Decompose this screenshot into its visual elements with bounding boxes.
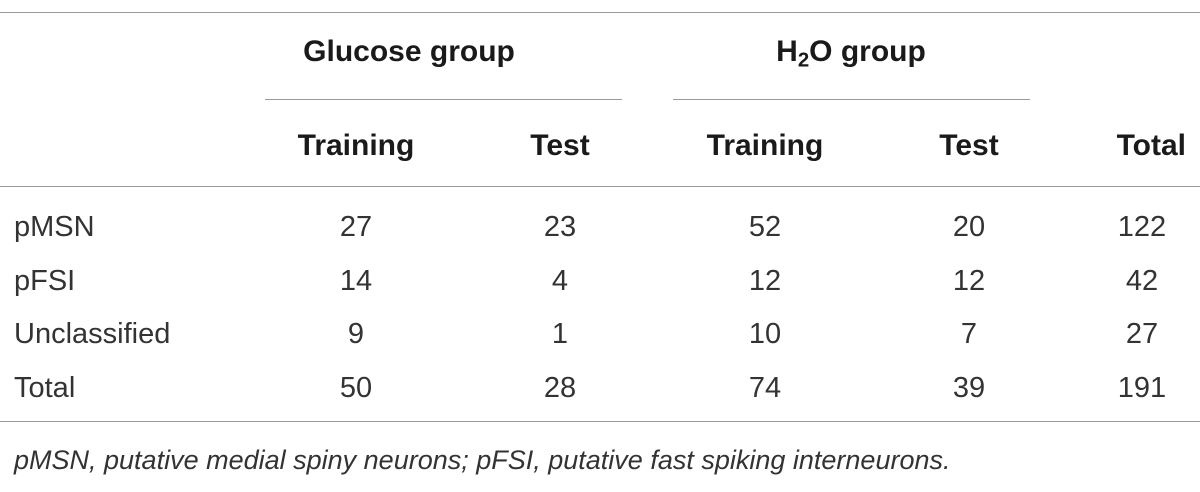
table-cell: 27 [1125,318,1159,350]
table-cell: 27 [339,211,373,243]
table-cell: 20 [952,211,986,243]
col-header-h2o-training: Training [706,129,824,162]
glucose-group-underline [265,99,622,100]
row-label-pmsn: pMSN [14,211,95,243]
table-cell: 42 [1125,265,1159,297]
table-cell: 23 [543,211,577,243]
table-bottom-rule [0,421,1200,422]
table-cell: 122 [1117,211,1167,243]
col-header-glucose-training: Training [297,129,415,162]
header-bottom-rule [0,186,1200,187]
col-header-glucose-test: Test [530,129,590,162]
table-cell: 9 [347,318,365,350]
h2o-suffix: O group [809,35,926,68]
h2o-group-underline [673,99,1030,100]
h2o-subscript: 2 [797,49,810,72]
row-label-unclassified: Unclassified [14,318,171,350]
h2o-prefix: H [776,35,798,68]
table-cell: 28 [543,372,577,404]
table-cell: 52 [748,211,782,243]
table-top-rule [0,12,1200,13]
table-cell: 12 [748,265,782,297]
table-cell: 7 [960,318,978,350]
h2o-group-header: H2O group [776,35,926,71]
table-footnote: pMSN, putative medial spiny neurons; pFS… [14,445,951,475]
row-label-total: Total [14,372,76,404]
table-cell: 1 [551,318,569,350]
table-cell: 14 [339,265,373,297]
table-cell: 10 [748,318,782,350]
table-cell: 4 [551,265,569,297]
table-cell: 74 [748,372,782,404]
table-cell: 50 [339,372,373,404]
col-header-h2o-test: Test [939,129,999,162]
row-label-pfsi: pFSI [14,265,76,297]
table-cell: 39 [952,372,986,404]
glucose-group-header: Glucose group [303,35,515,68]
table-cell: 12 [952,265,986,297]
col-header-total: Total [1116,129,1186,162]
table-cell: 191 [1117,372,1167,404]
